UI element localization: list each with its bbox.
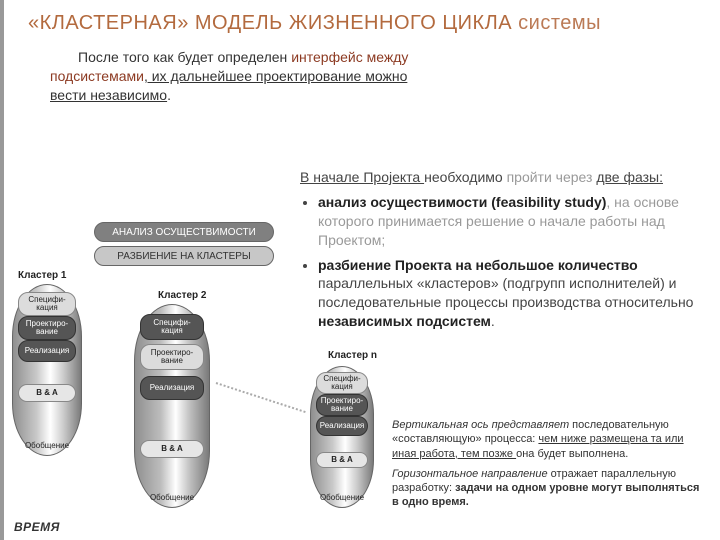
cluster-label-2: Кластер 2 [158,290,207,301]
capsule-bottom-label: Обобщение [12,441,82,450]
header-feasibility-pill: АНАЛИЗ ОСУЩЕСТВИМОСТИ [94,222,274,242]
intro-paragraph: После того как будет определен интерфейс… [50,48,410,105]
intro-text: После того как будет определен интерфейс… [50,48,410,105]
capsule-segment-3: Реализация [316,416,368,436]
capsule-segment-1: Специфи-кация [18,292,76,316]
capsule-segment-2: Проектиро-вание [18,316,76,340]
capsule-segment-1: Специфи-кация [316,372,368,394]
intro-lead: После того как будет определен [78,49,291,65]
n1-ital: Вертикальная ось представляет [392,419,569,431]
b2-s2: небольшое количество [476,257,638,273]
slide-title: «КЛАСТЕРНАЯ» МОДЕЛЬ ЖИЗНЕННОГО ЦИКЛА сис… [28,12,700,35]
cluster-capsule-1: Специфи-кацияПроектиро-ваниеРеализация B … [12,284,82,456]
b1-strong: анализ осуществимости (feasibility study… [318,194,606,210]
bullets-lead-under2: две фазы: [596,169,663,185]
bullets-lead-under: В начале Проjекта [300,169,424,185]
intro-tail: . [167,87,171,103]
note-2: Горизонтальное направление отражает пара… [392,467,708,510]
capsule-segment-1: Специфи-кация [140,314,204,340]
title-part2: системы [518,12,601,34]
notes-block: Вертикальная ось представляет последоват… [392,418,708,516]
capsule-segment-3: Реализация [140,376,204,400]
b2-tail: . [491,313,495,329]
cluster-diagram: АНАЛИЗ ОСУЩЕСТВИМОСТИ РАЗБИЕНИЕ НА КЛАСТЕ… [10,222,390,522]
ellipsis-connector [216,382,306,413]
n1-rest: она будет выполнена. [516,448,628,460]
n2-ital: Горизонтальное направление [392,468,551,480]
slide-root: «КЛАСТЕРНАЯ» МОДЕЛЬ ЖИЗНЕННОГО ЦИКЛА сис… [0,0,720,540]
capsule-bottom-label: Обобщение [134,493,210,502]
side-accent-bar [0,0,4,540]
bullets-lead-gray: пройти через [507,169,597,185]
header-clustering-pill: РАЗБИЕНИЕ НА КЛАСТЕРЫ [94,246,274,266]
note-1: Вертикальная ось представляет последоват… [392,418,708,461]
bullets-lead-plain: необходимо [424,169,506,185]
capsule-segment-4: B & A [316,452,368,468]
capsule-segment-3: Реализация [18,340,76,362]
cluster-label-3: Кластер n [328,350,377,361]
cluster-capsule-2: Специфи-кация Проектиро-вание Реализация B … [134,304,210,508]
time-axis-label: ВРЕМЯ [14,520,60,534]
capsule-segment-2: Проектиро-вание [140,344,204,370]
title-part1: «КЛАСТЕРНАЯ» МОДЕЛЬ ЖИЗНЕННОГО ЦИКЛА [28,12,518,34]
bullets-lead: В начале Проjекта необходимо пройти чере… [300,168,700,187]
cluster-capsule-3: Специфи-кацияПроектиро-ваниеРеализация B … [310,366,374,508]
capsule-bottom-label: Обобщение [310,493,374,502]
capsule-segment-4: B & A [140,440,204,458]
cluster-label-1: Кластер 1 [18,270,67,281]
capsule-segment-2: Проектиро-вание [316,394,368,416]
capsule-segment-4: B & A [18,384,76,402]
